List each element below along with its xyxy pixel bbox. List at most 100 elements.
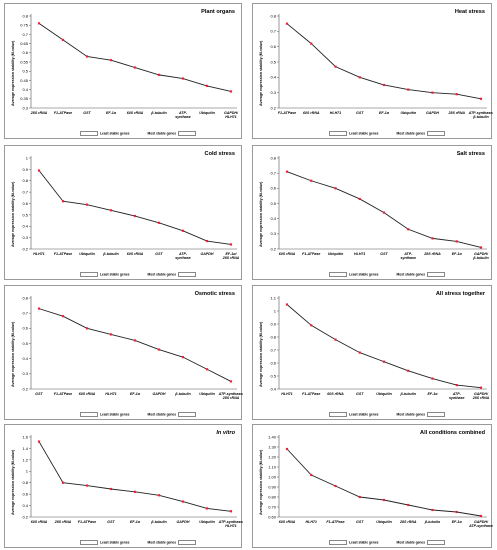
data-point <box>181 229 185 232</box>
y-tick-label: 0.8 <box>22 295 28 300</box>
x-tick-label: Ubiquitin <box>328 252 344 256</box>
series-line <box>286 23 482 100</box>
y-tick-label: 1 <box>26 155 29 160</box>
data-point <box>109 487 113 491</box>
x-tick-label: EF-1α <box>452 520 463 524</box>
x-tick-label: F1-ATPase <box>54 252 72 256</box>
y-tick-label: 0.6 <box>22 326 28 331</box>
data-point <box>157 73 161 76</box>
y-tick-label: 0.2 <box>22 246 28 251</box>
y-tick-label: 1 <box>26 469 29 474</box>
data-point <box>37 307 41 310</box>
data-point <box>431 237 434 240</box>
chart-panel: 0.2 0.3 0.4 0.5 0.6 0.7 0.8 0.9 1 HLH71 F1-ATPase U… <box>4 145 242 280</box>
x-tick-label: GST <box>356 392 364 396</box>
least-stable-label: Least stable genes <box>349 412 379 417</box>
chart-panel: 0.60 0.70 0.80 0.90 1.00 1.10 1.20 1.30 1.40 60S … <box>252 424 493 548</box>
y-tick-label: 0.4 <box>22 503 28 508</box>
y-tick-label: 0.6 <box>22 492 28 497</box>
data-point <box>479 386 483 389</box>
y-tick-label: 0.75 <box>20 23 29 28</box>
x-tick-label: GAPDH/β-tubulin <box>472 252 489 260</box>
y-tick-label: 0.65 <box>20 41 29 46</box>
x-tick-label: 28S rRNA <box>54 520 72 524</box>
left-arrow-icon <box>329 272 347 277</box>
x-tick-label: Ubiquitin <box>199 111 215 115</box>
least-stable-label: Least stable genes <box>349 272 379 277</box>
y-axis-label: Average expression stability (M-value) <box>259 449 263 515</box>
series-line <box>38 441 232 512</box>
y-tick-label: 1.4 <box>22 446 28 451</box>
data-point <box>479 514 483 518</box>
x-tick-label: GAPDH <box>153 392 166 396</box>
y-axis-label: Average expression stability (M-value) <box>11 321 15 387</box>
x-tick-label: F1-ATPase <box>78 520 96 524</box>
most-stable-label: Most stable genes <box>396 540 426 545</box>
data-point <box>407 369 410 372</box>
y-tick-label: 0.6 <box>22 201 28 206</box>
y-tick-label: 0.2 <box>22 514 28 519</box>
data-point <box>109 333 113 336</box>
stability-legend: Least stable genes Most stable genes <box>78 272 198 277</box>
x-tick-label: F1-ATPase <box>54 111 72 115</box>
y-tick-label: 0.4 <box>270 75 276 80</box>
most-stable-label: Most stable genes <box>147 131 177 136</box>
data-point <box>455 93 458 96</box>
data-point <box>205 507 209 510</box>
data-point <box>310 324 313 327</box>
y-tick-label: 0.8 <box>22 13 28 18</box>
right-arrow-icon <box>178 131 197 136</box>
y-tick-label: 0.45 <box>20 78 29 83</box>
data-point <box>310 473 313 477</box>
data-point <box>358 351 361 354</box>
line-chart: 0.3 0.35 0.4 0.45 0.5 0.55 0.6 0.65 0.7 0.75 0.8 28… <box>20 13 239 119</box>
x-tick-label: 28S rRNA <box>447 111 465 115</box>
y-tick-label: 0.7 <box>270 347 276 352</box>
data-point <box>133 66 137 69</box>
chart-title: All stress together <box>435 291 485 297</box>
y-tick-label: 0.4 <box>22 356 28 361</box>
x-tick-label: GST <box>83 111 91 115</box>
series-line <box>286 171 482 248</box>
most-stable-label: Most stable genes <box>396 412 426 417</box>
x-tick-label: GST <box>380 252 388 256</box>
x-tick-label: 28S rRNA <box>423 252 441 256</box>
data-point <box>109 59 113 62</box>
data-point <box>285 447 289 451</box>
x-tick-label: ATP-synthase <box>400 252 416 260</box>
data-point <box>157 494 161 497</box>
x-tick-label: GAPDH <box>201 252 214 256</box>
chart-panel: 0.2 0.3 0.4 0.5 0.6 0.7 0.8 GST F1-ATPase 60S rRN… <box>4 285 243 420</box>
right-arrow-icon <box>178 412 197 417</box>
right-arrow-icon <box>427 131 446 136</box>
data-point <box>358 197 361 201</box>
series-line <box>286 448 482 517</box>
y-tick-label: 0.3 <box>270 231 276 236</box>
y-tick-label: 1.30 <box>268 444 277 449</box>
x-tick-label: Ubiquitin <box>376 392 392 396</box>
data-point <box>382 498 386 502</box>
left-arrow-icon <box>329 412 347 417</box>
data-point <box>407 88 410 91</box>
y-tick-label: 0.7 <box>22 190 28 195</box>
data-point <box>334 65 337 68</box>
y-tick-label: 1.00 <box>268 474 277 479</box>
y-tick-label: 0.2 <box>22 386 28 391</box>
x-tick-label: GAPDH/28S rRNA <box>472 392 490 400</box>
x-tick-label: GAPDH <box>426 111 439 115</box>
chart-panel: 0.2 0.3 0.4 0.5 0.6 0.7 0.8 F1-ATPase 60S rRNA HL… <box>252 3 493 139</box>
y-tick-label: 0.70 <box>268 504 277 509</box>
y-tick-label: 0.5 <box>22 69 28 74</box>
y-tick-label: 0.60 <box>268 514 277 519</box>
least-stable-label: Least stable genes <box>100 131 130 136</box>
x-tick-label: ATP-synthase/HLH71 <box>218 520 243 528</box>
x-tick-label: GST <box>356 111 364 115</box>
x-tick-label: 28S rRNA <box>399 520 417 524</box>
x-tick-label: 60S rRNA <box>79 392 96 396</box>
y-tick-label: 0.2 <box>270 105 276 110</box>
x-tick-label: Ubiquitin <box>199 520 215 524</box>
y-tick-label: 0.4 <box>22 87 28 92</box>
data-point <box>181 77 185 80</box>
x-tick-label: F1-ATPase <box>326 520 344 524</box>
y-tick-label: 0.8 <box>22 480 28 485</box>
